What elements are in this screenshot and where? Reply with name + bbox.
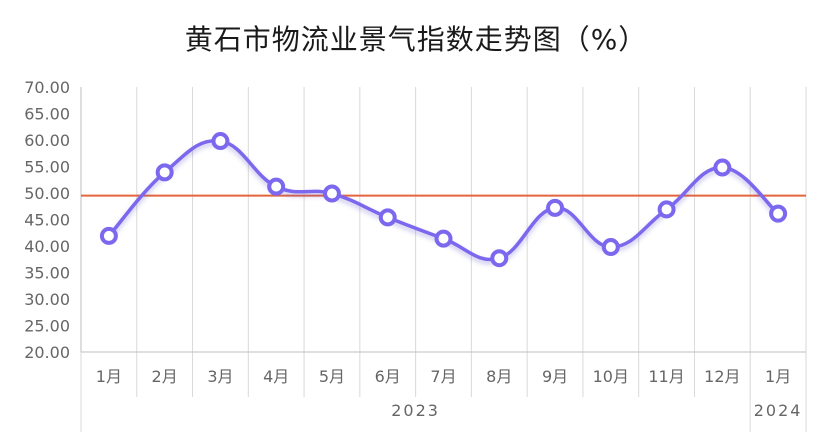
x-tick-label: 6月	[375, 367, 401, 386]
y-tick-label: 60.00	[24, 131, 70, 150]
data-point	[211, 132, 230, 151]
y-tick-label: 55.00	[24, 158, 70, 177]
x-tick-label: 3月	[207, 367, 233, 386]
chart-title: 黄石市物流业景气指数走势图（%）	[184, 23, 648, 56]
data-point	[657, 200, 676, 219]
x-tick-label: 5月	[319, 367, 345, 386]
y-tick-label: 20.00	[24, 343, 70, 362]
y-tick-label: 40.00	[24, 237, 70, 256]
y-tick-label: 25.00	[24, 317, 70, 336]
y-tick-label: 30.00	[24, 290, 70, 309]
x-tick-label: 11月	[648, 367, 684, 386]
x-tick-label: 4月	[263, 367, 289, 386]
data-point	[322, 184, 341, 203]
y-tick-label: 50.00	[24, 184, 70, 203]
x-tick-label: 12月	[704, 367, 740, 386]
year-label: 2024	[754, 401, 803, 420]
y-tick-label: 35.00	[24, 264, 70, 283]
y-tick-label: 45.00	[24, 211, 70, 230]
x-tick-label: 7月	[430, 367, 456, 386]
data-point	[601, 238, 620, 257]
data-point	[378, 208, 397, 227]
data-point	[267, 177, 286, 196]
x-tick-label: 9月	[542, 367, 568, 386]
year-label: 2023	[391, 401, 440, 420]
x-tick-label: 1月	[96, 367, 122, 386]
data-point	[99, 226, 118, 245]
x-tick-label: 8月	[486, 367, 512, 386]
data-point	[769, 204, 788, 223]
data-point	[155, 163, 174, 182]
data-point	[434, 229, 453, 248]
x-tick-label: 1月	[765, 367, 791, 386]
x-tick-label: 2月	[152, 367, 178, 386]
y-tick-label: 65.00	[24, 105, 70, 124]
data-point	[546, 198, 565, 217]
y-tick-label: 70.00	[24, 78, 70, 97]
x-tick-label: 10月	[593, 367, 629, 386]
data-point	[490, 249, 509, 268]
data-point	[713, 158, 732, 177]
